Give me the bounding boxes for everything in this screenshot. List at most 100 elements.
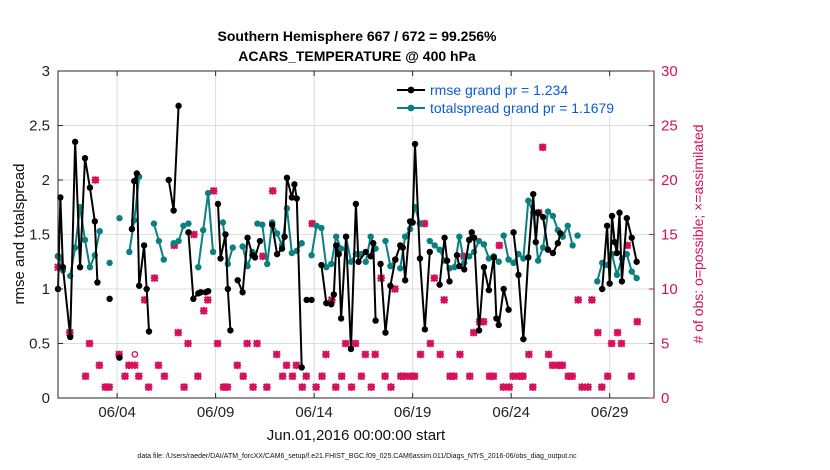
totalspread-point — [200, 226, 207, 234]
x-tick-label: 06/29 — [591, 404, 629, 421]
totalspread-point — [456, 233, 463, 240]
obs-assimilated-marker — [469, 328, 478, 337]
totalspread-point — [264, 260, 271, 268]
totalspread-point — [185, 220, 192, 227]
obs-assimilated-marker — [446, 372, 454, 381]
obs-assimilated-marker — [426, 339, 435, 348]
obs-assimilated-marker — [597, 383, 606, 391]
obs-assimilated-marker — [160, 372, 169, 381]
rmse-point — [170, 207, 177, 214]
rmse-point — [140, 242, 148, 249]
obs-assimilated-marker — [347, 383, 356, 391]
obs-assimilated-marker — [633, 317, 642, 326]
rmse-line — [320, 202, 367, 350]
obs-assimilated-marker — [337, 372, 346, 381]
rmse-point — [59, 264, 67, 271]
obs-assimilated-marker — [607, 339, 616, 348]
rmse-point — [293, 195, 300, 202]
totalspread-point — [539, 244, 547, 251]
y-tick-label-right: 30 — [661, 63, 678, 80]
totalspread-point — [229, 244, 236, 251]
series-lines — [54, 102, 640, 371]
rmse-point — [411, 140, 419, 148]
totalspread-point — [347, 258, 355, 265]
obs-assimilated-marker — [81, 372, 90, 381]
rmse-point — [446, 278, 453, 285]
totalspread-point — [204, 189, 212, 197]
obs-assimilated-marker — [430, 274, 439, 282]
totalspread-point — [160, 256, 168, 263]
rmse-point — [278, 245, 286, 252]
rmse-point — [131, 177, 138, 185]
obs-assimilated-marker — [558, 361, 567, 370]
obs-assimilated-marker — [436, 350, 445, 359]
obs-assimilated-marker — [568, 372, 577, 381]
totalspread-point — [367, 233, 374, 240]
totalspread-point — [387, 262, 394, 270]
rmse-point — [342, 233, 350, 240]
totalspread-point — [195, 264, 202, 271]
rmse-point — [426, 248, 433, 256]
totalspread-point — [170, 240, 177, 247]
totalspread-point — [431, 242, 438, 249]
rmse-point — [510, 229, 517, 236]
rmse-point — [352, 200, 360, 208]
obs-assimilated-marker — [130, 361, 139, 370]
obs-assimilated-marker — [499, 383, 508, 391]
obs-assimilated-marker — [282, 361, 291, 370]
obs-assimilated-marker — [272, 350, 281, 359]
axis-ticks: 06/04 06/09 06/14 06/19 06/24 06/29 0 0.5 1 1.5 2 2… — [29, 63, 678, 421]
obs-assimilated-marker — [623, 241, 632, 250]
rmse-point — [603, 222, 611, 229]
rmse-line — [130, 172, 151, 332]
obs-assimilated-marker — [593, 328, 602, 337]
obs-assimilated-marker — [180, 383, 188, 391]
rmse-point — [347, 345, 355, 353]
obs-assimilated-marker — [584, 383, 592, 391]
rmse-point — [281, 233, 288, 240]
rmse-point — [337, 315, 345, 322]
rmse-point — [475, 327, 483, 334]
obs-assimilated-marker — [341, 339, 350, 348]
rmse-point — [268, 221, 276, 228]
obs-assimilated-marker — [219, 383, 228, 391]
rmse-point — [335, 250, 342, 258]
rmse-point — [532, 238, 539, 246]
totalspread-point — [81, 236, 89, 244]
obs-assimilated-marker — [121, 372, 129, 381]
rmse-point — [490, 254, 498, 261]
obs-assimilated-marker — [95, 361, 104, 370]
obs-assimilated-marker — [456, 350, 464, 359]
rmse-point — [534, 209, 542, 216]
obs-assimilated-marker — [400, 372, 409, 381]
totalspread-point — [96, 228, 103, 235]
rmse-point — [623, 214, 631, 222]
obs-assimilated-marker — [298, 383, 307, 391]
totalspread-point — [520, 255, 527, 262]
obs-assimilated-marker — [357, 372, 366, 381]
totalspread-point — [500, 232, 507, 239]
rmse-point — [222, 231, 229, 238]
rmse-point — [382, 329, 389, 336]
obs-assimilated-marker — [351, 339, 360, 348]
rmse-point — [372, 317, 379, 324]
totalspread-point — [525, 197, 532, 204]
rmse-point — [618, 278, 626, 285]
obs-assimilated-marker — [465, 372, 474, 381]
obs-assimilated-marker — [268, 187, 277, 195]
rmse-point — [613, 249, 621, 257]
rmse-point — [106, 295, 113, 303]
totalspread-point — [549, 212, 557, 220]
obs-assimilated-marker — [105, 383, 114, 391]
rmse-point — [67, 333, 74, 341]
rmse-point — [190, 295, 197, 303]
rmse-point — [133, 170, 141, 177]
rmse-line — [438, 236, 451, 285]
rmse-point — [76, 264, 84, 271]
rmse-point — [323, 299, 330, 307]
obs-assimilated-marker — [203, 296, 212, 304]
x-axis-label: Jun.01,2016 00:00:00 start — [267, 427, 446, 444]
y-tick-label: 2 — [42, 172, 50, 189]
totalspread-point — [485, 255, 493, 262]
